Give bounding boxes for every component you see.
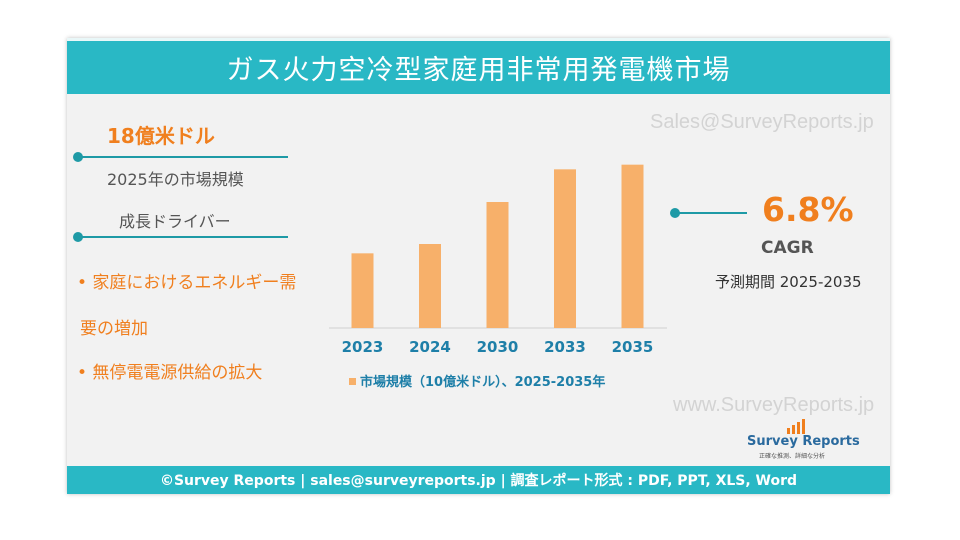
page-title: ガス火力空冷型家庭用非常用発電機市場 — [226, 55, 731, 86]
bar-2033 — [554, 169, 576, 328]
footer-bar: ©Survey Reports | sales@surveyreports.jp… — [67, 466, 890, 494]
watermark-url: www.SurveyReports.jp — [673, 394, 875, 416]
footer-text: ©Survey Reports | sales@surveyreports.jp… — [159, 473, 798, 489]
drivers-heading: 成長ドライバー — [119, 212, 231, 231]
infographic-card: ガス火力空冷型家庭用非常用発電機市場 Sales@SurveyReports.j… — [67, 38, 890, 494]
logo-mark-icon — [787, 419, 805, 434]
bar-2023 — [351, 253, 374, 328]
driver-item-1-cont: 要の増加 — [80, 319, 148, 339]
divider-line — [674, 212, 747, 214]
market-size-value: 18億米ドル — [107, 124, 215, 148]
x-tick-label: 2023 — [342, 338, 384, 356]
forecast-period: 予測期間 2025-2035 — [715, 273, 862, 291]
x-tick-label: 2033 — [544, 338, 586, 356]
driver-item-1: • 家庭におけるエネルギー需 — [77, 273, 297, 293]
cagr-label: CAGR — [761, 238, 814, 258]
driver-item-2: • 無停電電源供給の拡大 — [77, 363, 263, 383]
bar-chart: 2023 2024 2030 2033 2035 市場規模（10億米ドル）、2025-20… — [329, 164, 667, 390]
survey-reports-logo: Survey Reports 正確な推測、詳細な分析 — [747, 418, 862, 463]
divider-line — [77, 236, 288, 238]
cagr-value: 6.8% — [762, 190, 854, 229]
x-tick-label: 2030 — [477, 338, 519, 356]
x-tick-label: 2024 — [409, 338, 451, 356]
logo-name: Survey Reports — [747, 434, 860, 449]
legend-swatch — [349, 378, 356, 385]
x-tick-label: 2035 — [612, 338, 654, 356]
title-banner: ガス火力空冷型家庭用非常用発電機市場 — [67, 38, 890, 94]
divider-line — [77, 156, 288, 158]
bar-2035 — [621, 164, 644, 328]
logo-tagline: 正確な推測、詳細な分析 — [759, 453, 826, 460]
bar-2024 — [419, 244, 441, 328]
legend-label: 市場規模（10億米ドル）、2025-2035年 — [360, 374, 605, 390]
watermark-email: Sales@SurveyReports.jp — [650, 111, 874, 133]
market-size-label: 2025年の市場規模 — [107, 170, 244, 189]
bar-2030 — [486, 202, 509, 328]
